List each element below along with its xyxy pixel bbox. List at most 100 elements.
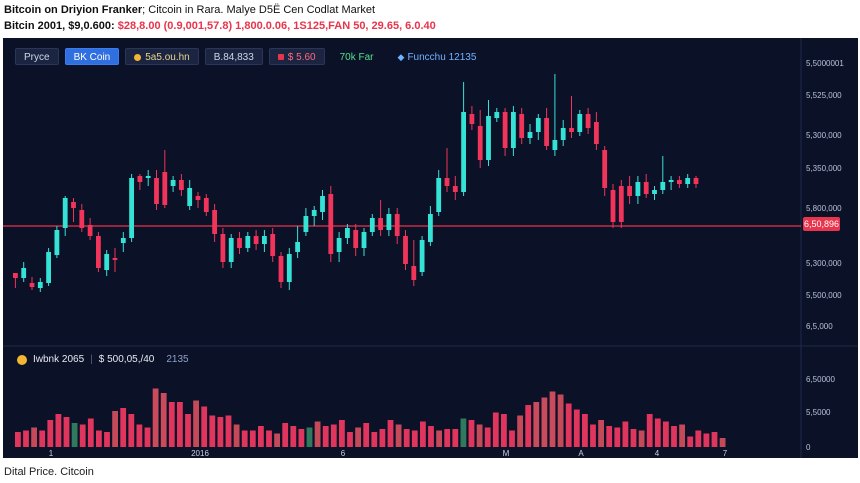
candle-body — [245, 236, 251, 248]
candle-body — [452, 186, 458, 192]
toolbar-button-timeframe[interactable]: 5a5.ou.hn — [125, 48, 199, 65]
candle-body — [585, 114, 591, 128]
price-axis-label: 5,525,000 — [806, 91, 842, 100]
volume-bar — [687, 436, 694, 447]
candle-body — [610, 190, 616, 222]
candle-body — [79, 210, 85, 228]
candle-body — [378, 218, 383, 230]
volume-bar — [201, 406, 208, 447]
candle-body — [369, 218, 375, 232]
volume-bar — [420, 421, 426, 447]
volume-bar — [15, 432, 21, 447]
candle-body — [345, 228, 350, 238]
volume-bar — [541, 397, 548, 447]
volume-bar — [711, 432, 718, 447]
volume-bar — [614, 427, 621, 447]
candle-body — [560, 128, 566, 140]
volume-bar — [104, 432, 110, 447]
title-rest: ; Citcoin in Rara. Malye D5Ë Cen Codlat … — [142, 4, 376, 16]
volume-bar — [193, 400, 199, 447]
volume-bar — [371, 432, 378, 447]
volume-bar — [177, 402, 183, 447]
candle-body — [577, 114, 583, 132]
toolbar-button-value[interactable]: B.84,833 — [204, 48, 263, 65]
time-axis-label: 7 — [723, 449, 728, 458]
toolbar-button-function[interactable]: ◆ Funcchu 12135 — [397, 52, 477, 63]
candle-body — [46, 252, 51, 283]
candle-body — [104, 254, 110, 270]
volume-bar — [549, 391, 556, 447]
chart-panel[interactable]: 5,5000001 5,525,000 5,300,000 5,350,000 5,80… — [3, 38, 858, 458]
volume-bar — [557, 394, 564, 447]
volume-bar — [298, 429, 305, 447]
volume-bar — [47, 420, 54, 447]
volume-bar — [533, 402, 540, 447]
volume-bar — [509, 430, 515, 447]
candle-body — [527, 132, 533, 138]
candle-body — [162, 172, 168, 205]
volume-bar — [679, 424, 685, 447]
candle-body — [29, 283, 35, 287]
candle-body — [120, 238, 126, 243]
volume-bar — [314, 421, 321, 447]
volume-bar — [719, 438, 726, 447]
volume-axis-label: 0 — [806, 443, 811, 452]
candle-body — [311, 210, 317, 216]
volume-bar — [136, 424, 143, 447]
volume-bar — [233, 424, 240, 447]
candlestick-chart[interactable]: 5,5000001 5,525,000 5,300,000 5,350,000 5,80… — [3, 38, 858, 458]
volume-axis-label: 6,50000 — [806, 375, 835, 384]
candle-body — [428, 214, 433, 242]
time-axis-label: 4 — [655, 449, 660, 458]
volume-legend-extra: 2135 — [166, 354, 189, 365]
volume-legend-value: $ 500,05,/40 — [98, 354, 155, 365]
toolbar-button-change[interactable]: $ 5.60 — [268, 48, 325, 65]
volume-bar — [411, 430, 418, 447]
volume-bar — [501, 414, 507, 447]
candle-body — [635, 182, 641, 196]
candle-body — [436, 178, 442, 212]
volume-bar — [96, 430, 102, 447]
toolbar-button-price[interactable]: Pryce — [15, 48, 59, 65]
footer-caption: Dital Price. Citcoin — [4, 466, 94, 478]
volume-bar — [266, 430, 272, 447]
candle-body — [618, 186, 624, 222]
candle-body — [677, 180, 682, 184]
volume-bar — [225, 415, 232, 447]
volume-bar — [112, 411, 118, 447]
price-axis-label: 5,300,000 — [806, 259, 842, 268]
volume-bar — [290, 426, 297, 447]
volume-bar — [695, 430, 702, 447]
volume-bar — [444, 429, 451, 447]
candle-body — [87, 225, 93, 236]
volume-bar — [217, 417, 224, 447]
toolbar-button-filter[interactable]: 70k Far — [339, 52, 374, 63]
volume-bar — [339, 420, 345, 447]
coin-icon — [134, 53, 142, 61]
candle-body — [278, 256, 284, 282]
candle-body — [419, 240, 425, 272]
page-title: Bitcoin on Driyion Franker; Citcoin in R… — [4, 2, 856, 18]
candle-body — [203, 198, 209, 212]
volume-bar — [590, 424, 596, 447]
toolbar-button-coin[interactable]: BK Coin — [64, 48, 120, 65]
volume-bar — [31, 427, 37, 447]
square-icon — [277, 54, 284, 61]
volume-bar — [347, 432, 353, 447]
volume-bar — [582, 414, 588, 447]
current-price-tag: 6,50,896 — [803, 217, 840, 231]
candle-body — [660, 182, 666, 190]
volume-bar — [23, 430, 29, 447]
volume-legend: Iwbnk 2065 | $ 500,05,/40 2135 — [17, 354, 189, 365]
stats-line: Bitcin 2001, $9,0.600: $28,8.00 (0.9,001… — [4, 18, 856, 34]
candle-body — [444, 178, 450, 186]
volume-bar — [168, 402, 175, 447]
price-axis-label: 6,5,000 — [806, 322, 833, 331]
volume-bar — [452, 429, 459, 447]
candle-body — [187, 188, 193, 206]
volume-bar — [671, 426, 677, 447]
volume-bar — [403, 429, 410, 447]
volume-bar — [63, 417, 70, 447]
candle-body — [303, 216, 309, 232]
volume-bar — [630, 429, 637, 447]
